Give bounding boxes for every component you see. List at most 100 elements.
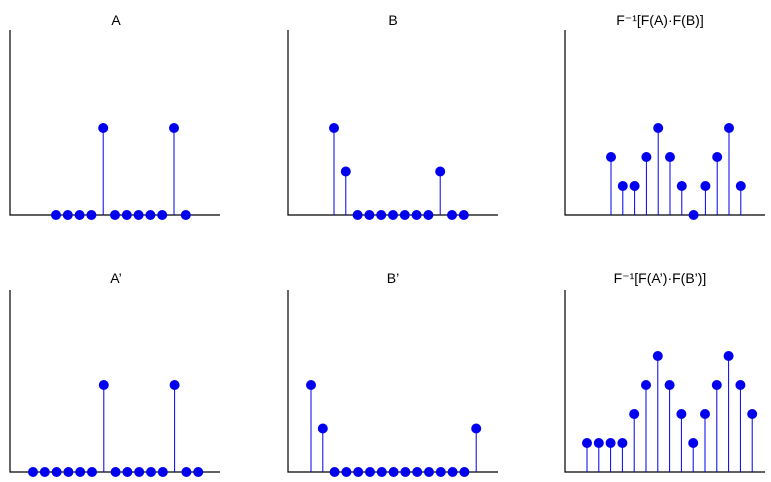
- stem-point: [458, 210, 469, 220]
- stem-point: [51, 210, 61, 220]
- stem-point: [317, 423, 328, 434]
- stem-point: [700, 409, 710, 419]
- stem-point: [447, 210, 457, 220]
- stem-point: [121, 210, 132, 220]
- panel-conv-ab: F⁻¹[F(A)·F(B)]: [564, 12, 765, 220]
- stem-point: [169, 123, 179, 133]
- stem-point: [423, 210, 434, 220]
- stem-point: [193, 467, 204, 477]
- panel-b-prime-axes: [287, 290, 498, 473]
- stem-point: [376, 467, 387, 477]
- stem-point: [134, 467, 145, 477]
- stem-point: [617, 181, 628, 191]
- panel-b-prime: B’: [287, 270, 498, 477]
- stem-point: [399, 210, 410, 220]
- stem-point: [700, 181, 711, 191]
- stem-point: [306, 380, 316, 390]
- stem-point: [87, 467, 97, 477]
- stem-point: [665, 152, 675, 162]
- stem-point: [735, 181, 746, 191]
- stem-point: [86, 210, 97, 220]
- stem-point: [412, 467, 423, 477]
- stem-point: [582, 438, 592, 448]
- stem-point: [641, 380, 651, 390]
- stem-point: [157, 467, 168, 477]
- stem-point: [122, 467, 133, 477]
- stem-point: [364, 210, 375, 220]
- panel-a-prime-marks: [28, 380, 204, 477]
- panel-conv-ab-prime: F⁻¹[F(A’)·F(B’)]: [564, 270, 765, 473]
- stem-point: [133, 210, 144, 220]
- panel-a-prime-axes: [9, 290, 220, 473]
- stem-point: [676, 409, 687, 419]
- stem-point: [712, 152, 723, 162]
- stem-point: [411, 210, 422, 220]
- stem-point: [329, 467, 340, 477]
- panel-a-axes: [9, 30, 220, 216]
- panel-conv-ab-marks: [606, 123, 746, 220]
- stem-point: [641, 152, 652, 162]
- stem-point: [388, 210, 398, 220]
- stem-point: [51, 467, 62, 477]
- panel-b-prime-title: B’: [387, 270, 399, 286]
- panel-a-marks: [51, 123, 191, 220]
- stem-point: [747, 409, 758, 419]
- panel-conv-ab-prime-axes: [564, 290, 765, 473]
- stem-point: [98, 123, 109, 133]
- stem-point: [365, 467, 375, 477]
- stem-point: [353, 467, 364, 477]
- panel-a-title: A: [111, 12, 121, 28]
- stem-point: [329, 123, 339, 133]
- stem-point: [629, 409, 640, 419]
- stem-point: [711, 380, 722, 390]
- stem-point: [181, 467, 192, 477]
- panel-b: B: [287, 12, 498, 220]
- panel-a-prime-title: A’: [110, 270, 121, 286]
- stem-point: [110, 210, 120, 220]
- stem-point: [724, 123, 734, 133]
- stem-point: [180, 210, 191, 220]
- panel-conv-ab-title: F⁻¹[F(A)·F(B)]: [616, 12, 703, 28]
- stem-point: [28, 467, 38, 477]
- stem-point: [471, 423, 482, 434]
- stem-point: [664, 380, 675, 390]
- stem-point: [341, 467, 352, 477]
- stem-point: [629, 181, 640, 191]
- stem-point: [98, 380, 109, 390]
- panel-conv-ab-prime-title: F⁻¹[F(A’)·F(B’)]: [614, 270, 707, 286]
- stem-point: [735, 380, 746, 390]
- stem-point: [652, 351, 663, 361]
- panel-a: A: [9, 12, 220, 220]
- stem-point: [75, 467, 86, 477]
- stem-point: [63, 467, 74, 477]
- panel-conv-ab-axes: [564, 30, 765, 216]
- stem-point: [593, 438, 604, 448]
- stem-point: [110, 467, 121, 477]
- stem-point: [617, 438, 628, 448]
- stem-point: [157, 210, 168, 220]
- stem-point: [388, 467, 399, 477]
- panel-b-title: B: [388, 12, 397, 28]
- stem-point: [340, 166, 351, 177]
- stem-point: [688, 210, 699, 220]
- stem-point: [459, 467, 470, 477]
- stem-point: [169, 380, 180, 390]
- stem-point: [39, 467, 50, 477]
- stem-point: [376, 210, 387, 220]
- stem-point: [400, 467, 411, 477]
- stem-point: [435, 166, 446, 177]
- panel-a-prime: A’: [9, 270, 220, 477]
- stem-point: [62, 210, 73, 220]
- stem-point: [605, 438, 616, 448]
- stem-point: [688, 438, 699, 448]
- panel-b-axes: [287, 30, 498, 216]
- stem-point: [653, 123, 664, 133]
- panel-conv-ab-prime-marks: [582, 351, 758, 472]
- stem-point: [146, 467, 156, 477]
- stem-point: [676, 181, 687, 191]
- panel-b-prime-marks: [306, 380, 482, 477]
- stem-point: [145, 210, 156, 220]
- stem-point: [723, 351, 734, 361]
- stem-point: [424, 467, 434, 477]
